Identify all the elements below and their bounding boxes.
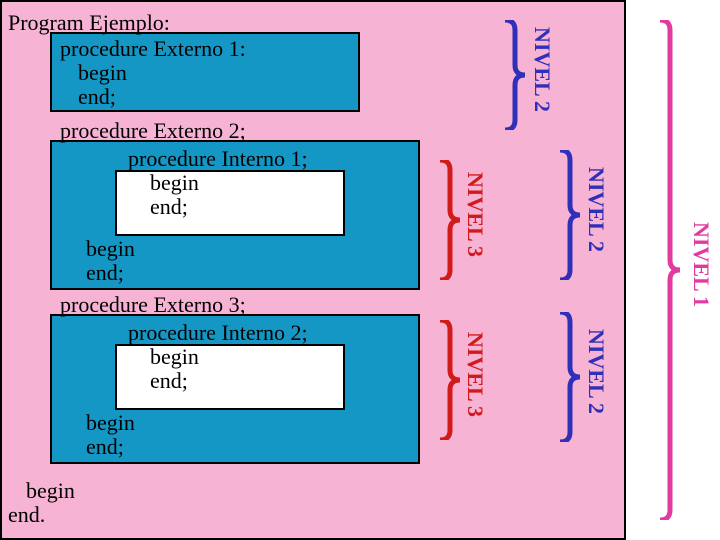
nivel-label-3: NIVEL 3: [462, 332, 488, 417]
code-line-3: end;: [78, 84, 116, 110]
nivel-label-1: NIVEL 3: [462, 172, 488, 257]
code-line-11: procedure Interno 2;: [128, 320, 308, 346]
nivel-label-4: NIVEL 2: [583, 329, 609, 414]
brace-icon: [660, 20, 690, 520]
diagram-stage: Program Ejemplo:procedure Externo 1:begi…: [0, 0, 720, 540]
nivel-label-5: NIVEL 1: [688, 222, 714, 307]
code-line-5: procedure Interno 1;: [128, 146, 308, 172]
code-line-12: begin: [150, 344, 199, 370]
code-line-1: procedure Externo 1:: [60, 36, 246, 62]
code-line-15: end;: [86, 434, 124, 460]
code-line-8: begin: [86, 236, 135, 262]
code-line-7: end;: [150, 194, 188, 220]
code-line-9: end;: [86, 260, 124, 286]
code-line-6: begin: [150, 170, 199, 196]
nivel-label-0: NIVEL 2: [529, 27, 555, 112]
code-line-10: procedure Externo 3;: [60, 292, 246, 318]
code-line-2: begin: [78, 60, 127, 86]
code-line-4: procedure Externo 2;: [60, 118, 246, 144]
nivel-label-2: NIVEL 2: [583, 167, 609, 252]
code-line-0: Program Ejemplo:: [8, 10, 170, 36]
code-line-13: end;: [150, 368, 188, 394]
code-line-16: begin: [26, 478, 75, 504]
code-line-14: begin: [86, 410, 135, 436]
code-line-17: end.: [8, 502, 45, 528]
